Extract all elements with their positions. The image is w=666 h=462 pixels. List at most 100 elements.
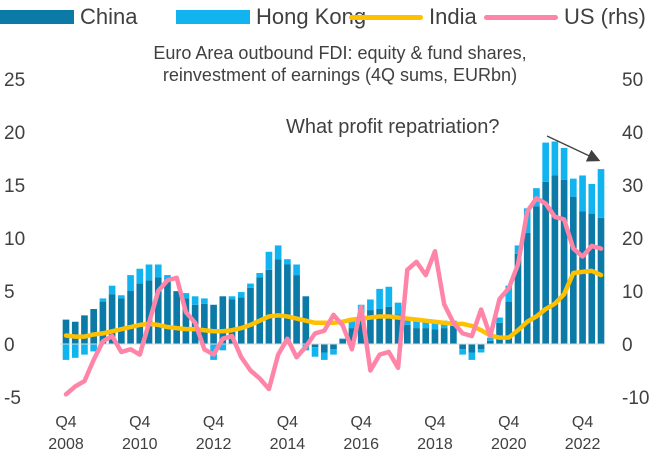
bar-hong-kong [90,344,97,352]
legend-swatch-us [484,14,558,20]
bar-hong-kong [284,259,291,265]
bar-china [597,217,605,344]
bar-hong-kong [348,319,356,329]
right-axis-tick: 10 [622,282,643,303]
right-axis-tick: 40 [622,123,643,144]
bar-hong-kong [62,344,70,360]
bar-hong-kong [136,268,144,284]
bar-hong-kong [477,349,485,353]
bar-china [164,280,171,344]
bar-china [403,324,411,344]
chart-title-line: reinvestment of earnings (4Q sums, EURbn… [162,65,518,85]
bar-hong-kong [145,264,153,281]
x-axis-tick-quarter: Q4 [203,414,224,431]
bar-hong-kong [191,296,199,305]
bar-hong-kong [274,245,282,260]
bar-china [256,277,264,344]
bar-hong-kong [496,317,503,323]
bar-hong-kong [154,264,162,278]
bar-china [413,328,420,344]
x-axis-tick-year: 2010 [122,436,158,453]
bar-china [173,291,181,344]
bar-china [367,310,374,344]
bar-china [210,304,217,344]
bar-hong-kong [367,299,374,311]
bar-hong-kong [597,169,605,218]
bar-china [265,269,273,344]
x-axis-tick-year: 2016 [343,436,379,453]
bar-hong-kong [228,296,236,300]
bar-china [339,338,347,344]
x-axis-tick-year: 2018 [417,436,453,453]
bar-china [99,301,107,344]
legend-swatch-hong-kong [176,10,250,24]
bar-hong-kong [505,285,513,302]
bar-hong-kong [486,337,494,341]
bar-hong-kong [330,349,337,355]
right-axis-tick: 30 [622,176,643,197]
bar-china [311,344,319,348]
bar-china [136,283,144,344]
legend: China Hong Kong India US (rhs) [0,4,666,30]
right-axis-tick: -10 [622,388,649,409]
bar-hong-kong [320,352,328,360]
bar-hong-kong [403,318,411,325]
x-axis-tick-year: 2008 [48,436,84,453]
legend-label-india: India [429,4,477,29]
bar-hong-kong [164,275,171,281]
bar-hong-kong [311,347,319,357]
bar-hong-kong [219,344,227,351]
x-axis-tick-quarter: Q4 [277,414,298,431]
bar-china [81,315,88,344]
bar-hong-kong [579,175,586,212]
bar-china [486,340,494,344]
legend-item-china: China [0,4,137,30]
bar-china [284,264,291,344]
bar-china [376,309,383,344]
x-axis-tick-year: 2022 [565,436,601,453]
line-india [63,268,604,340]
left-axis-tick: 15 [4,176,25,197]
legend-label-hong-kong: Hong Kong [256,4,367,29]
bar-china [293,275,300,344]
x-axis-tick-quarter: Q4 [351,414,372,431]
bar-hong-kong [422,319,430,329]
bar-china [348,328,356,344]
bar-hong-kong [173,291,181,292]
bar-china [560,179,568,344]
bar-hong-kong [108,285,116,295]
bar-hong-kong [413,320,420,329]
bar-hong-kong [560,147,568,180]
bar-hong-kong [201,298,208,304]
x-axis-tick-quarter: Q4 [572,414,593,431]
x-axis-tick-year: 2012 [196,436,232,453]
bar-china [320,344,328,353]
bar-china [496,322,503,344]
bar-china [385,306,393,344]
bar-china [145,280,153,344]
bar-hong-kong [394,302,402,315]
bar-china [108,294,116,344]
bar-hong-kong [514,245,522,254]
bar-hong-kong [127,275,134,291]
bar-china [514,253,522,344]
bar-china [523,232,531,344]
bar-hong-kong [551,141,559,176]
bar-hong-kong [99,298,107,302]
legend-swatch-china [0,10,74,24]
bar-hong-kong [182,293,190,299]
bar-china [394,314,402,344]
bar-hong-kong [118,295,125,299]
x-axis-tick-year: 2014 [270,436,306,453]
bar-china [247,287,254,344]
bar-hong-kong [468,352,476,360]
annotation-text: What profit repatriation? [286,116,500,138]
right-axis-tick: 50 [622,70,643,91]
bar-china [118,298,125,344]
bar-china [477,344,485,350]
bar-china [237,297,245,344]
bar-china [422,328,430,344]
left-axis-tick: 10 [4,229,25,250]
left-axis-tick: 20 [4,123,25,144]
